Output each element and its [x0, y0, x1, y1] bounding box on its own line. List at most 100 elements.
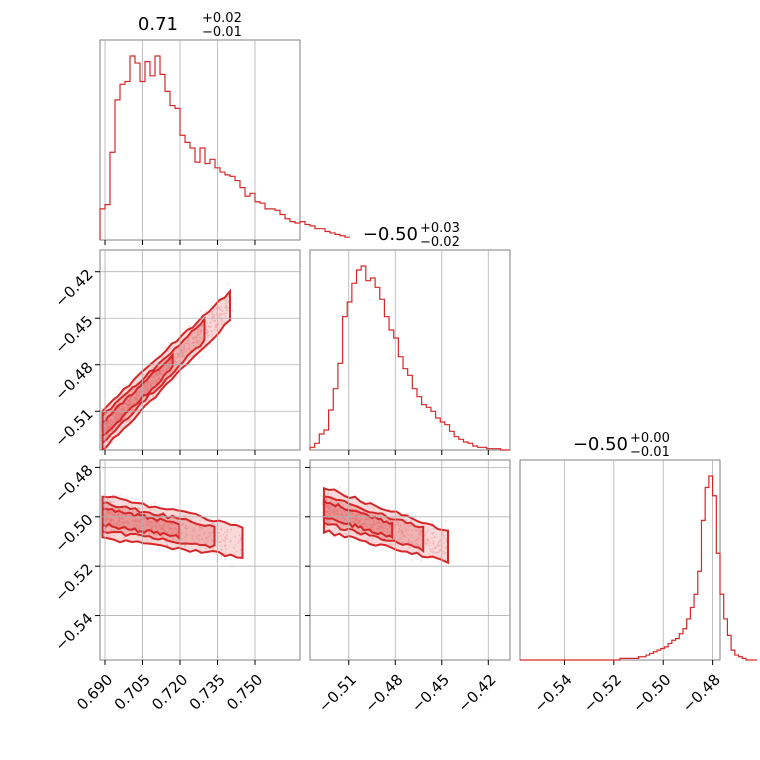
- p1-p3-point-132: [222, 533, 225, 536]
- p1-p2-point-457: [205, 325, 208, 328]
- p1-p2-point-759: [221, 319, 223, 322]
- p1-p3-point-446: [191, 534, 194, 537]
- p1-p2-point-151: [109, 420, 111, 423]
- p2-p3-point-130: [334, 535, 337, 538]
- p1-p3-point-221: [149, 541, 152, 544]
- p2-p3-point-467: [363, 510, 365, 513]
- p1-p3-point-141: [198, 529, 201, 532]
- p2-p3-point-326: [371, 528, 373, 531]
- p2-p3-point-28: [442, 550, 445, 553]
- p1-p3-point-338: [122, 524, 125, 527]
- p1-p3-point-321: [230, 528, 233, 531]
- p1-p2-point-44: [117, 415, 120, 418]
- p1-p2-point-842: [143, 390, 146, 393]
- p2-p3-point-495: [434, 546, 437, 549]
- p1-p3-point-237: [128, 510, 131, 513]
- p2-p3-point-174: [414, 543, 417, 546]
- p1-p3-point-451: [201, 527, 204, 530]
- p2-p3-point-335: [362, 525, 365, 528]
- p1-p3-point-256: [239, 548, 242, 551]
- p1-p3-point-220: [127, 502, 130, 505]
- p1-p3-point-447: [156, 521, 159, 524]
- p1-p2-point-858: [175, 361, 178, 364]
- p2-p3-point-238: [327, 514, 330, 517]
- p1-p2-point-400: [154, 373, 157, 376]
- p1-p3-point-301: [112, 519, 115, 522]
- p1-p2-point-644: [152, 395, 154, 398]
- p1-p2-point-199: [208, 334, 211, 336]
- p1-p3-point-368: [201, 538, 204, 541]
- p1-p2-point-167: [197, 330, 199, 333]
- p1-p3-point-472: [225, 537, 227, 540]
- p1-p2-point-615: [218, 307, 221, 309]
- p1-p2-point-256: [181, 356, 184, 359]
- p1-p3-point-490: [113, 529, 115, 531]
- p1-p2-point-722: [151, 382, 154, 385]
- p1-p3-point-98: [226, 529, 229, 531]
- p1-p2-point-122: [197, 348, 200, 351]
- p1-p2-point-739: [136, 397, 139, 400]
- p1-p3-point-278: [238, 534, 241, 537]
- p1-p2-point-688: [170, 358, 172, 361]
- p2-p3-point-318: [432, 527, 435, 530]
- p2-p3-point-438: [366, 537, 369, 540]
- p1-p3-xlabel-1: 0.705: [111, 671, 154, 714]
- p1-p2-point-666: [123, 408, 126, 411]
- p1-p3-ylabel-2: −0.52: [51, 560, 96, 605]
- p2-p3-point-47: [330, 506, 332, 509]
- p1-p3-point-466: [168, 526, 171, 529]
- p1-p2-point-651: [213, 328, 216, 331]
- p2-p3-point-281: [349, 517, 352, 520]
- p1-p2-point-197: [187, 342, 190, 345]
- p1-p3-point-371: [140, 518, 142, 521]
- title-p3-main: −0.50: [573, 434, 628, 455]
- p1-p2-point-841: [195, 341, 198, 344]
- p1-p3-point-286: [109, 500, 112, 503]
- p2-p3-point-341: [424, 533, 427, 535]
- p2-p3-point-117: [384, 523, 386, 526]
- p1-p2-ylabel-3: −0.51: [51, 405, 96, 450]
- p1-p2-point-881: [100, 434, 102, 436]
- p2-p3-point-144: [335, 510, 337, 512]
- p1-p2-point-559: [121, 405, 124, 408]
- p1-p3-point-296: [223, 536, 226, 539]
- p2-p3-point-455: [443, 552, 446, 555]
- p1-p2-point-415: [122, 406, 124, 409]
- p2-p3-point-490: [357, 522, 360, 525]
- p1-p2-point-159: [167, 367, 170, 370]
- p1-p2-point-252: [106, 440, 109, 443]
- p1-p3-point-67: [137, 535, 139, 538]
- p1-p2-point-626: [115, 414, 117, 417]
- p1-p2-point-679: [214, 319, 217, 322]
- p1-p3-point-107: [155, 549, 157, 552]
- p1-p2-point-691: [119, 413, 122, 415]
- p1-p2-point-544: [212, 308, 215, 311]
- p1-p2-point-326: [131, 390, 133, 393]
- p2-p3-point-460: [355, 519, 358, 522]
- p2-p3-point-392: [408, 542, 411, 544]
- p1-p3-point-491: [118, 520, 120, 522]
- p1-p2-point-40: [156, 374, 159, 377]
- p1-p3-point-462: [110, 517, 112, 520]
- p2-p3-point-448: [418, 537, 421, 540]
- p2-p3-point-261: [417, 529, 420, 532]
- p1-p2-point-50: [186, 340, 189, 342]
- p1-p2-point-268: [158, 354, 160, 357]
- p2-p3-point-124: [338, 514, 341, 517]
- p1-p3-point-443: [175, 532, 178, 535]
- p1-p3-point-423: [186, 527, 189, 530]
- p1-p2-point-680: [150, 376, 152, 379]
- p1-p2-point-827: [122, 383, 125, 386]
- p1-p3-point-270: [170, 532, 172, 535]
- p1-p3-point-10: [218, 532, 220, 535]
- p1-p3-point-61: [147, 521, 150, 524]
- p1-p2-point-269: [158, 376, 161, 379]
- p2-p3-frame: [309, 459, 511, 661]
- p2-p3-point-104: [371, 525, 374, 528]
- p1-p2-point-82: [167, 341, 170, 344]
- p1-p3-point-476: [135, 511, 137, 514]
- p1-p3-content: [100, 493, 244, 568]
- p2-p3-point-262: [355, 517, 357, 520]
- p1-p2-point-887: [107, 425, 109, 428]
- p2-p3-point-208: [326, 514, 328, 517]
